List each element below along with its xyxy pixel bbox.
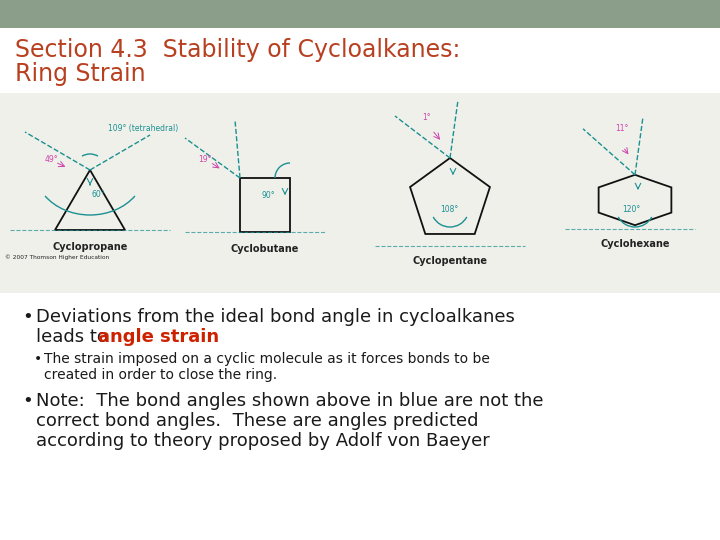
Text: 120°: 120° <box>622 206 640 214</box>
Text: created in order to close the ring.: created in order to close the ring. <box>44 368 277 382</box>
Text: 1°: 1° <box>422 113 431 123</box>
Bar <box>0 93 720 293</box>
Text: 90°: 90° <box>262 192 276 200</box>
Text: 109° (tetrahedral): 109° (tetrahedral) <box>108 124 179 132</box>
Text: The strain imposed on a cyclic molecule as it forces bonds to be: The strain imposed on a cyclic molecule … <box>44 352 490 366</box>
Text: •: • <box>34 352 42 366</box>
Text: 60°: 60° <box>92 190 106 199</box>
Text: •: • <box>22 392 32 410</box>
Bar <box>0 0 720 28</box>
Text: •: • <box>22 308 32 326</box>
Text: Ring Strain: Ring Strain <box>15 62 145 86</box>
Text: © 2007 Thomson Higher Education: © 2007 Thomson Higher Education <box>5 254 109 260</box>
Text: Cyclopropane: Cyclopropane <box>53 242 127 252</box>
Text: Cyclopentane: Cyclopentane <box>413 256 487 266</box>
Text: Deviations from the ideal bond angle in cycloalkanes: Deviations from the ideal bond angle in … <box>36 308 515 326</box>
Text: Note:  The bond angles shown above in blue are not the: Note: The bond angles shown above in blu… <box>36 392 544 410</box>
Text: leads to: leads to <box>36 328 114 346</box>
Text: according to theory proposed by Adolf von Baeyer: according to theory proposed by Adolf vo… <box>36 432 490 450</box>
Text: 19°: 19° <box>198 156 212 165</box>
Text: 49°: 49° <box>45 156 58 165</box>
Text: 11°: 11° <box>615 124 629 133</box>
Text: correct bond angles.  These are angles predicted: correct bond angles. These are angles pr… <box>36 412 479 430</box>
Text: Section 4.3  Stability of Cycloalkanes:: Section 4.3 Stability of Cycloalkanes: <box>15 38 460 62</box>
Text: 108°: 108° <box>440 206 458 214</box>
Text: Cyclohexane: Cyclohexane <box>600 239 670 249</box>
Text: Cyclobutane: Cyclobutane <box>231 244 300 254</box>
Text: angle strain: angle strain <box>98 328 219 346</box>
